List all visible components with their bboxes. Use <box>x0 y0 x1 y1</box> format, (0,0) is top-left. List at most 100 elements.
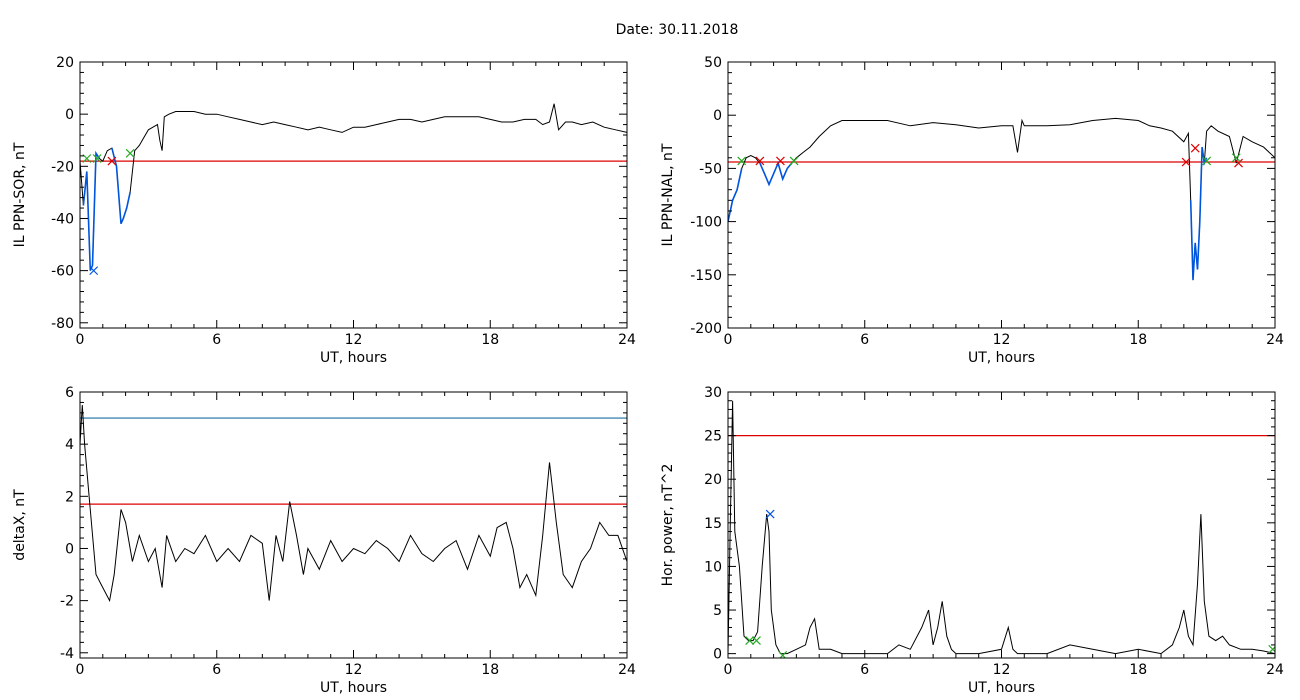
marker-point <box>1190 143 1200 153</box>
plot-area <box>728 400 1275 658</box>
x-axis-label: UT, hours <box>968 350 1035 366</box>
y-axis-label: deltaX, nT <box>12 489 28 561</box>
marker-point <box>82 154 92 163</box>
chart-panel-3: 0 6 12 18 24 6 4 2 0 -2 -4 UT, hours deltaX, nT <box>12 385 636 696</box>
x-axis-label: UT, hours <box>320 350 387 366</box>
marker-point <box>789 156 799 166</box>
x-tick-label: 18 <box>1129 662 1147 678</box>
y-tick-label: 25 <box>704 429 722 445</box>
date-label: Date: 30.11.2018 <box>616 22 739 38</box>
marker-stroke <box>737 156 747 166</box>
x-tick-label: 24 <box>618 332 636 348</box>
y-axis-label: IL PPN-SOR, nT <box>12 142 28 247</box>
plot-area <box>80 103 627 276</box>
x-tick-label: 12 <box>993 332 1011 348</box>
x-tick-label: 6 <box>212 662 221 678</box>
marker-point <box>92 154 102 163</box>
marker-point <box>775 156 785 166</box>
marker-stroke <box>1234 158 1243 168</box>
y-axis-label: IL PPN-NAL, nT <box>660 143 676 246</box>
series-line <box>759 160 793 187</box>
plot-area <box>728 117 1275 281</box>
plot-frame <box>79 61 628 329</box>
marker-point <box>755 156 765 166</box>
y-tick-label: 0 <box>65 541 74 557</box>
marker-point <box>745 636 755 645</box>
x-tick-label: 18 <box>481 332 499 348</box>
x-tick-label: 18 <box>481 662 499 678</box>
y-tick-label: -4 <box>60 646 74 662</box>
y-tick-label: 6 <box>65 385 74 401</box>
y-tick-label: 10 <box>704 559 722 575</box>
y-tick-label: 50 <box>704 55 722 71</box>
marker-point <box>1202 156 1212 166</box>
y-tick-label: -150 <box>690 268 722 284</box>
marker-point <box>737 156 747 166</box>
y-tick-label: 0 <box>65 107 74 123</box>
series-line <box>728 400 1275 655</box>
marker-stroke <box>765 509 775 519</box>
series-line <box>80 103 627 271</box>
marker-point <box>778 650 788 658</box>
marker-point <box>765 509 775 519</box>
y-tick-label: -100 <box>690 215 722 231</box>
marker-stroke <box>789 156 799 166</box>
y-tick-label: -50 <box>699 161 722 177</box>
x-tick-label: 0 <box>76 662 85 678</box>
series-line <box>111 147 131 225</box>
marker-stroke <box>1181 157 1191 167</box>
plot-area <box>80 404 627 603</box>
marker-stroke <box>107 156 117 166</box>
marker-stroke <box>745 636 755 645</box>
chart-panel-4: 0 6 12 18 24 30 25 20 15 10 5 0 UT, hours Hor. power,… <box>660 385 1284 696</box>
marker-point <box>1181 157 1191 167</box>
series-line <box>728 168 743 222</box>
y-axis-label: Hor. power, nT^2 <box>660 464 676 587</box>
x-axis-label: UT, hours <box>968 680 1035 696</box>
marker-stroke <box>775 156 785 166</box>
y-tick-label: 20 <box>56 55 74 71</box>
x-tick-label: 12 <box>345 662 363 678</box>
x-tick-label: 6 <box>212 332 221 348</box>
y-tick-label: -20 <box>51 159 74 175</box>
marker-point <box>1234 158 1243 168</box>
marker-stroke <box>1231 153 1241 163</box>
x-tick-label: 12 <box>345 332 363 348</box>
series-line <box>80 404 627 603</box>
x-tick-label: 24 <box>1266 332 1284 348</box>
x-tick-label: 6 <box>860 662 869 678</box>
plot-frame <box>79 391 628 659</box>
marker-stroke <box>92 154 102 163</box>
marker-stroke <box>82 154 92 163</box>
x-tick-label: 0 <box>724 332 733 348</box>
marker-stroke <box>755 156 765 166</box>
y-tick-label: -40 <box>51 211 74 227</box>
y-tick-label: -60 <box>51 264 74 280</box>
marker-point <box>1231 153 1241 163</box>
marker-point <box>107 156 117 166</box>
x-tick-label: 12 <box>993 662 1011 678</box>
x-tick-label: 6 <box>860 332 869 348</box>
marker-point <box>1268 644 1275 654</box>
marker-stroke <box>1190 143 1200 153</box>
marker-stroke <box>1268 646 1275 654</box>
y-tick-label: 0 <box>713 108 722 124</box>
plot-frame <box>727 61 1276 329</box>
y-tick-label: -2 <box>60 594 74 610</box>
y-tick-label: 0 <box>713 647 722 663</box>
marker-stroke <box>1202 156 1212 166</box>
marker-point <box>752 636 761 645</box>
x-tick-label: 18 <box>1129 332 1147 348</box>
series-line <box>82 150 101 271</box>
series-line <box>1189 146 1208 281</box>
marker-stroke <box>779 650 788 658</box>
y-tick-label: 15 <box>704 516 722 532</box>
y-tick-label: -80 <box>51 316 74 332</box>
marker-stroke <box>752 636 761 645</box>
x-tick-label: 24 <box>1266 662 1284 678</box>
y-tick-label: -200 <box>690 321 722 337</box>
x-tick-label: 0 <box>724 662 733 678</box>
marker-point <box>125 148 135 158</box>
